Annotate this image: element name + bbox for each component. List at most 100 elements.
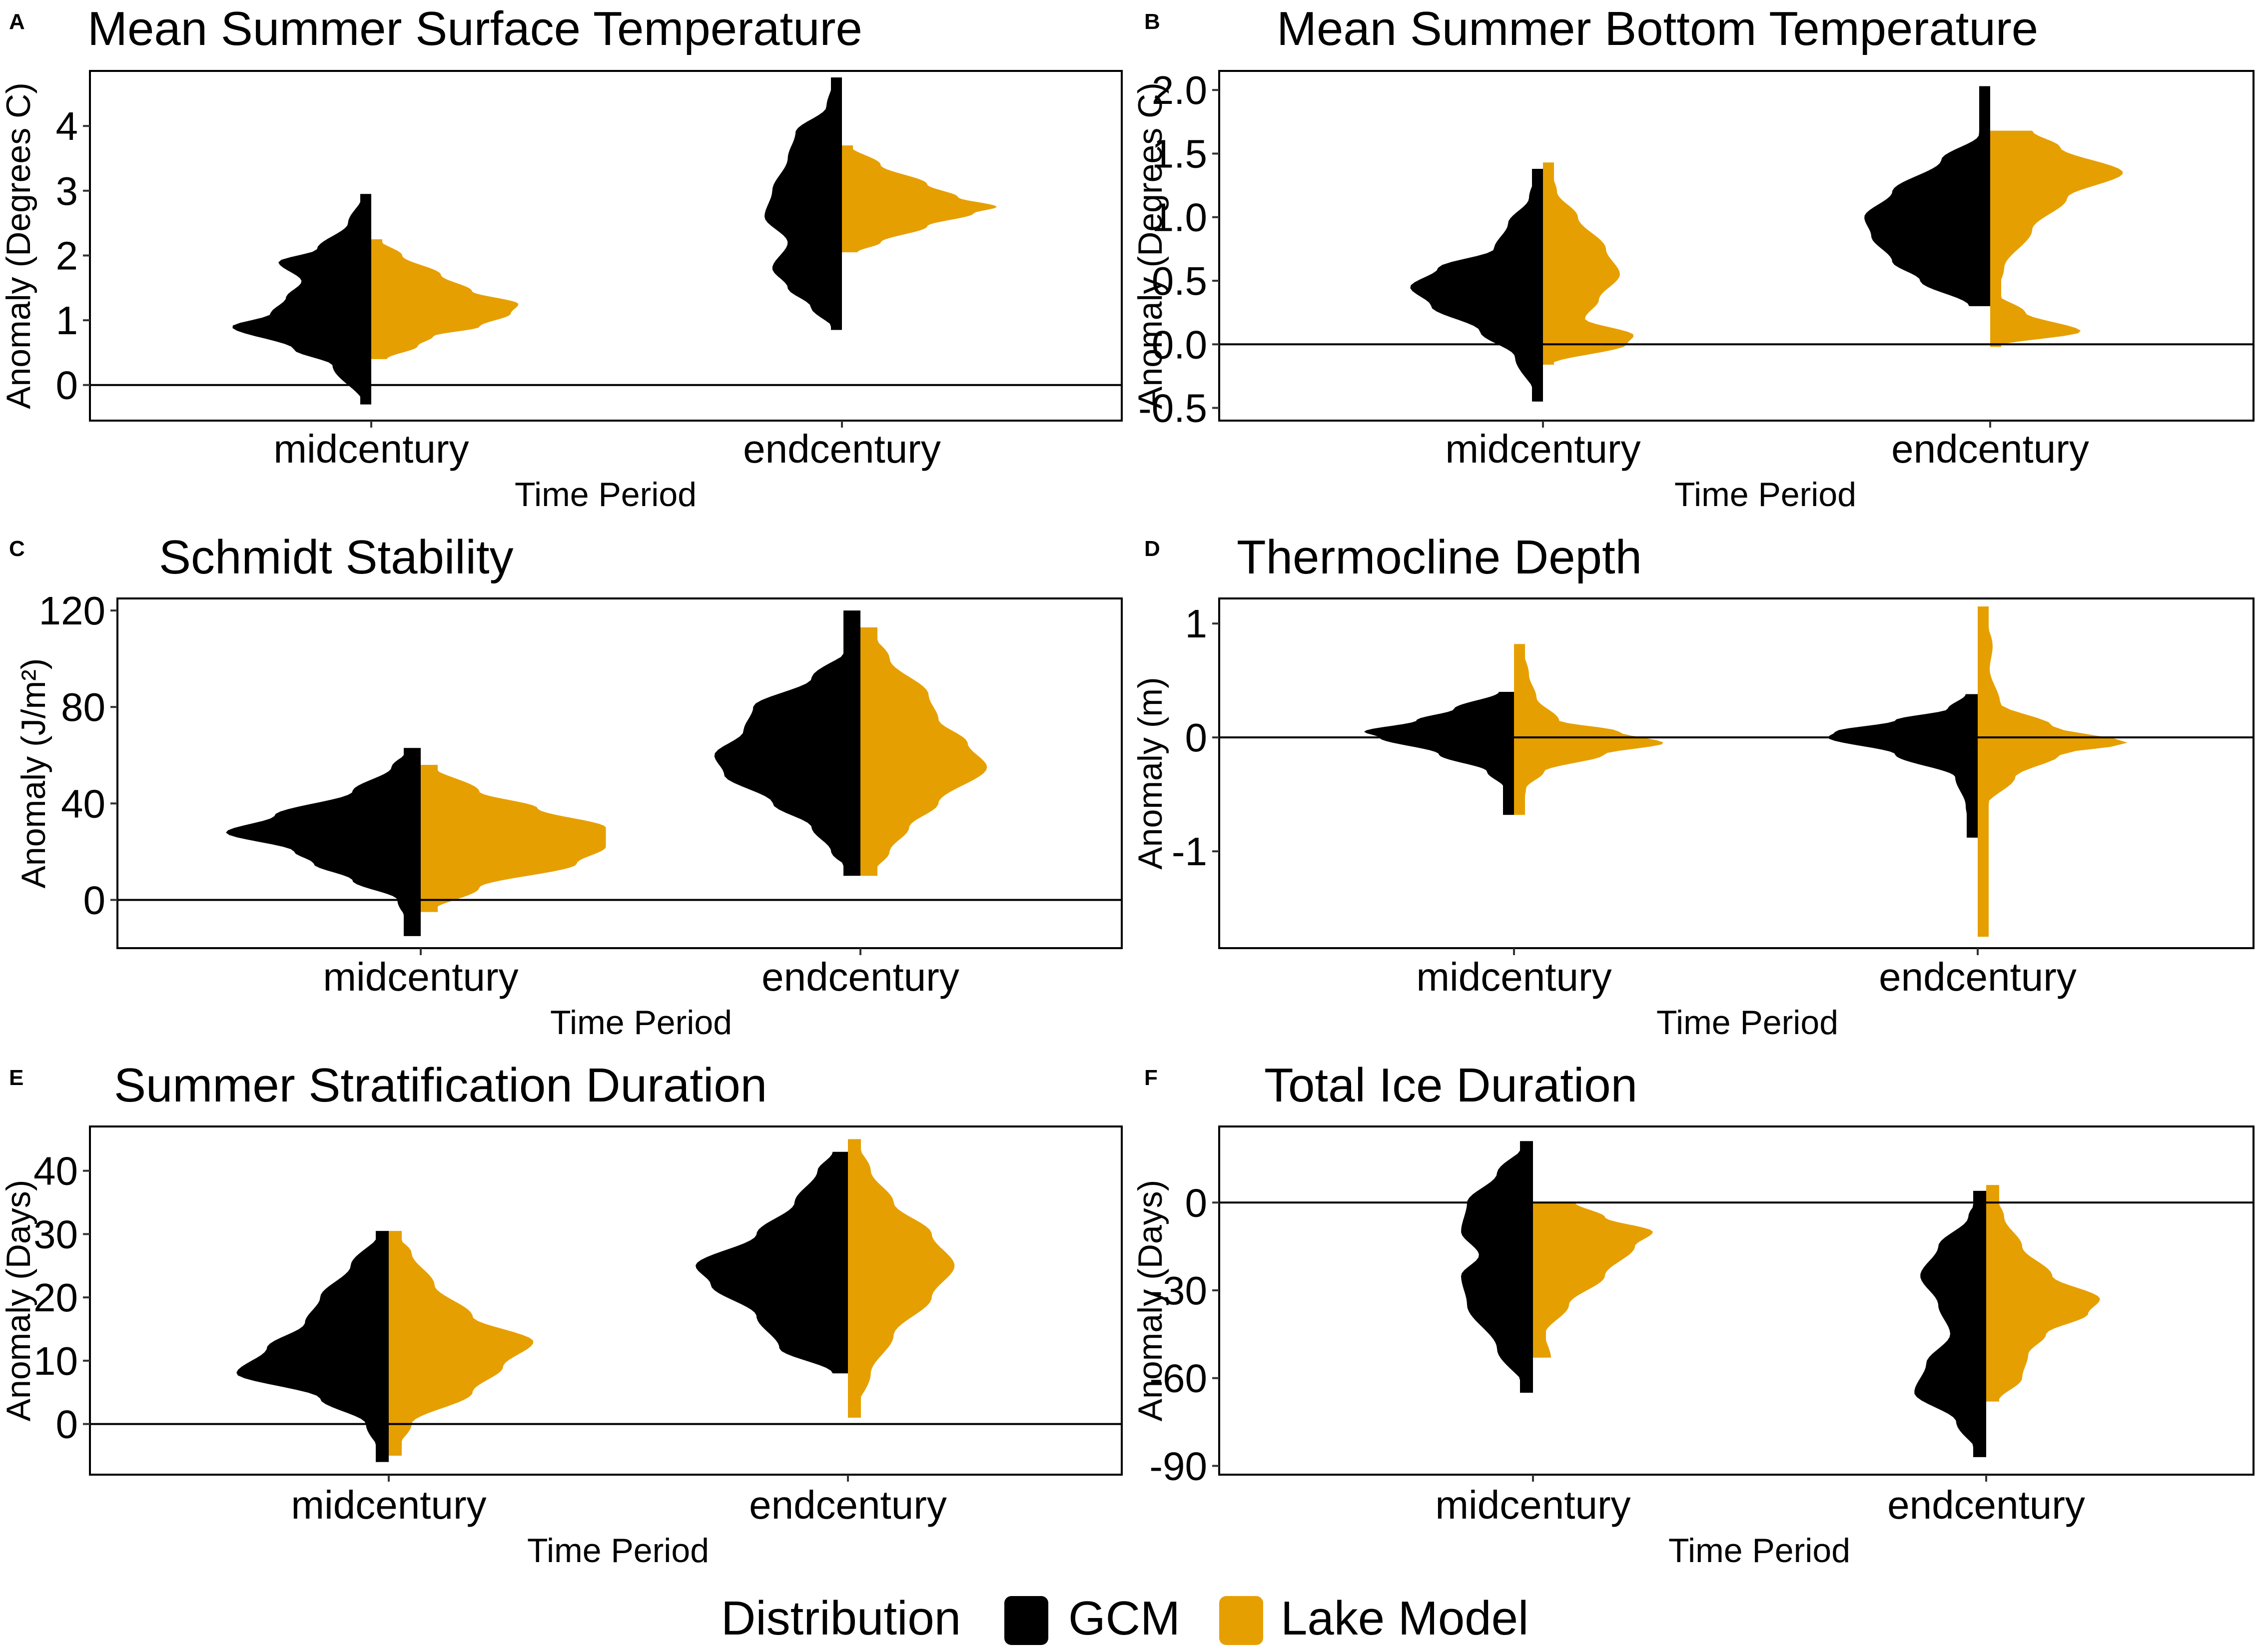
violin-lake-model-endcentury: [1990, 130, 2123, 347]
y-tick-label: 0: [1185, 715, 1208, 760]
panel-b: B Mean Summer Bottom Temperature -0.5 0.0 0.…: [1131, 2, 2255, 514]
y-tick-label: 0.5: [1152, 259, 1207, 303]
panel-c: C Schmidt Stability 0 40 80 120 midcentury endc…: [9, 531, 1123, 1042]
violin-gcm-midcentury: [226, 748, 421, 936]
violin-gcm-endcentury: [1914, 1190, 1986, 1457]
x-tick-label: midcentury: [291, 1483, 486, 1527]
panel-letter: D: [1144, 537, 1160, 561]
x-tick-label: endcentury: [743, 427, 941, 471]
x-tick-label: endcentury: [1879, 955, 2077, 999]
y-axis-title: Anomaly (Days): [1131, 1180, 1169, 1422]
violin-lake-model-midcentury: [371, 239, 519, 359]
violin-gcm-endcentury: [1828, 694, 1978, 838]
panel-d: D Thermocline Depth -1 0 1 midcentury endcentu…: [1131, 531, 2255, 1042]
y-tick-label: 1.0: [1152, 195, 1207, 240]
x-axis-title: Time Period: [1668, 1532, 1850, 1570]
panel-letter: B: [1144, 9, 1160, 34]
y-tick-label: 4: [56, 104, 78, 148]
y-tick-label: -1: [1172, 829, 1207, 874]
violin-lake-model-midcentury: [389, 1231, 534, 1456]
violin-gcm-midcentury: [232, 194, 371, 405]
y-tick-label: 40: [61, 781, 105, 826]
violin-gcm-endcentury: [714, 610, 860, 876]
plot-frame: [1218, 70, 2255, 422]
x-tick-label: endcentury: [1891, 427, 2089, 471]
y-tick-label: -90: [1149, 1444, 1207, 1488]
plot-frame: [1218, 597, 2255, 949]
y-tick-label: 40: [33, 1149, 78, 1193]
panel-title: Thermocline Depth: [1237, 531, 1642, 584]
x-axis-title: Time Period: [527, 1532, 709, 1570]
y-tick-label: 0: [56, 363, 78, 408]
y-tick-label: 0: [83, 878, 106, 922]
plot-frame: [89, 70, 1123, 422]
y-axis-title: Anomaly (Degrees C): [0, 82, 37, 409]
legend-label-lake-model: Lake Model: [1281, 1592, 1528, 1645]
y-tick-label: 120: [39, 588, 105, 633]
y-tick-label: 1: [56, 298, 78, 343]
violin-lake-model-endcentury: [1986, 1185, 2100, 1402]
y-tick-label: -0.5: [1138, 386, 1207, 431]
violin-lake-model-endcentury: [1978, 606, 2128, 937]
y-tick-label: 20: [33, 1275, 78, 1320]
x-tick-label: endcentury: [761, 955, 959, 999]
panel-a: A Mean Summer Surface Temperature 0 1 2 3 4 mid…: [0, 2, 1123, 514]
y-tick-label: 0: [56, 1402, 78, 1447]
y-tick-label: 1.5: [1152, 131, 1207, 176]
panel-title: Total Ice Duration: [1264, 1059, 1637, 1112]
x-axis-title: Time Period: [515, 476, 697, 514]
panel-letter: C: [9, 537, 25, 561]
violin-lake-model-endcentury: [848, 1139, 955, 1418]
y-tick-label: -30: [1149, 1268, 1207, 1313]
violin-gcm-midcentury: [1364, 691, 1514, 815]
panel-title: Mean Summer Bottom Temperature: [1277, 2, 2038, 55]
violin-gcm-endcentury: [696, 1151, 848, 1374]
x-tick-label: midcentury: [273, 427, 469, 471]
y-tick-label: 10: [33, 1339, 78, 1383]
y-tick-label: 80: [61, 685, 105, 729]
x-tick-label: endcentury: [1887, 1483, 2085, 1527]
legend-title: Distribution: [721, 1592, 961, 1645]
violin-lake-model-endcentury: [860, 627, 987, 876]
legend-key-lake-model: [1219, 1596, 1263, 1645]
panel-letter: F: [1144, 1066, 1158, 1090]
x-tick-label: midcentury: [1445, 427, 1640, 471]
x-tick-label: midcentury: [1435, 1483, 1630, 1527]
y-tick-label: 2.0: [1152, 68, 1207, 112]
plot-frame: [89, 1125, 1123, 1476]
panel-letter: A: [9, 9, 25, 34]
panel-e: E Summer Stratification Duration 0 10 20 30 40…: [0, 1059, 1123, 1570]
violin-lake-model-midcentury: [1543, 162, 1633, 365]
y-tick-label: 2: [56, 233, 78, 278]
x-tick-label: midcentury: [1416, 955, 1611, 999]
y-tick-label: 3: [56, 169, 78, 213]
violin-gcm-midcentury: [236, 1231, 389, 1462]
violin-lake-model-endcentury: [842, 145, 997, 252]
y-tick-label: 30: [33, 1212, 78, 1256]
x-axis-title: Time Period: [550, 1004, 732, 1042]
violin-lake-model-midcentury: [1514, 644, 1663, 815]
violin-lake-model-midcentury: [421, 765, 606, 912]
panel-title: Mean Summer Surface Temperature: [87, 2, 862, 55]
violin-gcm-midcentury: [1461, 1141, 1533, 1393]
panel-title: Schmidt Stability: [159, 531, 514, 584]
panel-title: Summer Stratification Duration: [114, 1059, 767, 1112]
y-tick-label: 1: [1185, 601, 1208, 646]
violin-gcm-endcentury: [1864, 86, 1990, 306]
violin-gcm-endcentury: [764, 77, 842, 330]
x-axis-title: Time Period: [1674, 476, 1856, 514]
x-tick-label: midcentury: [323, 955, 518, 999]
y-tick-label: -60: [1149, 1356, 1207, 1401]
x-axis-title: Time Period: [1656, 1004, 1838, 1042]
legend-key-gcm: [1004, 1596, 1048, 1645]
y-tick-label: 0.0: [1152, 322, 1207, 367]
panel-f: F Total Ice Duration -90 -60 -30 0 midcentury e…: [1131, 1059, 2255, 1570]
legend-label-gcm: GCM: [1068, 1592, 1180, 1645]
y-axis-title: Anomaly (m): [1131, 677, 1169, 869]
y-axis-title: Anomaly (J/m²): [14, 658, 52, 889]
panel-letter: E: [9, 1066, 23, 1090]
y-axis-title: Anomaly (Days): [0, 1180, 37, 1422]
legend: Distribution GCM Lake Model: [721, 1592, 1528, 1645]
violin-lake-model-midcentury: [1533, 1202, 1653, 1358]
